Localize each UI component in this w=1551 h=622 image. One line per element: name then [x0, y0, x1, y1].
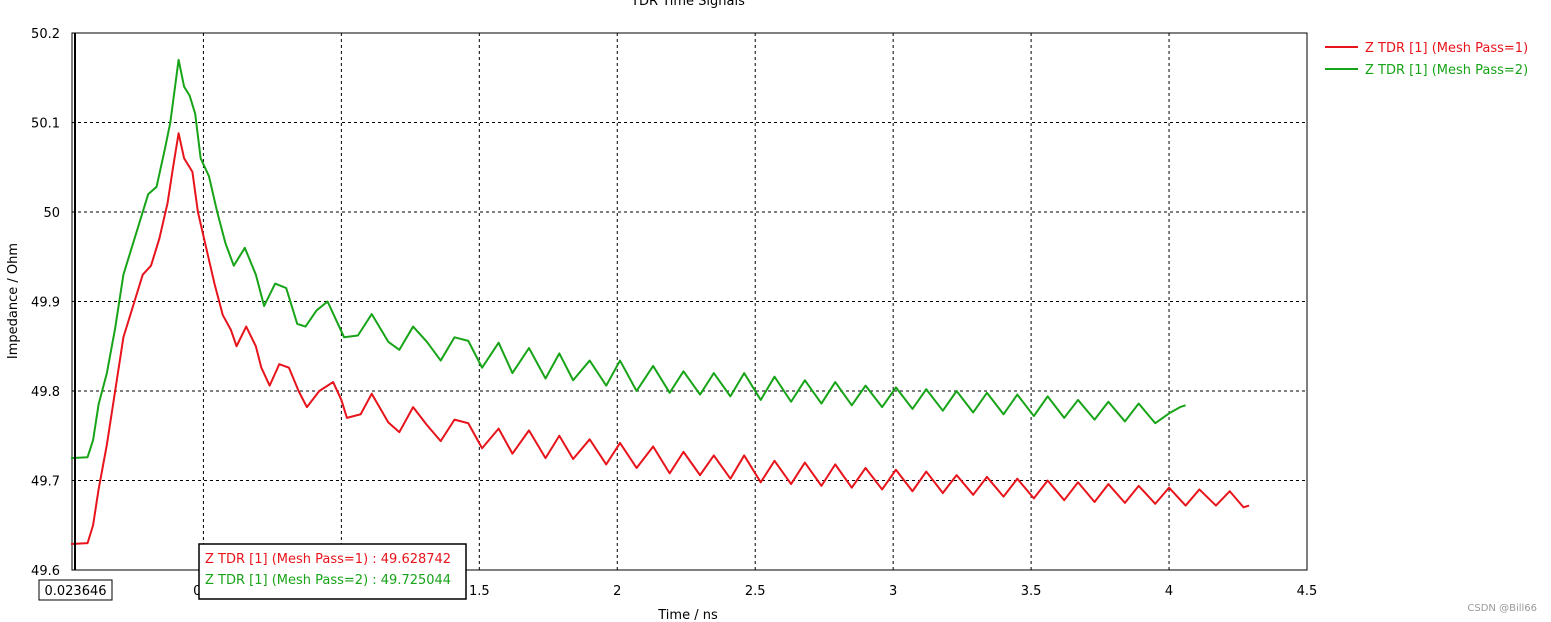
- series-layer: [70, 58, 1250, 546]
- series-line-pass2: [70, 58, 1186, 460]
- legend-label: Z TDR [1] (Mesh Pass=1): [1365, 41, 1528, 56]
- y-axis-ticks: 49.6 49.7 49.8 49.9 50 50.1 50.2: [31, 27, 60, 579]
- y-tick-label: 50.2: [31, 27, 60, 42]
- legend-label: Z TDR [1] (Mesh Pass=2): [1365, 63, 1528, 78]
- marker-readout-box: [38, 579, 113, 601]
- y-tick-label: 50: [43, 206, 60, 221]
- x-tick-label: 2.5: [745, 584, 766, 599]
- plot-frame: [71, 32, 1308, 571]
- value-tooltip: Z TDR [1] (Mesh Pass=1) : 49.628742 Z TD…: [198, 543, 467, 600]
- watermark: CSDN @Bill66: [1467, 603, 1537, 614]
- chart-title: TDR Time Signals: [630, 0, 745, 9]
- marker-readout-value: 0.023646: [44, 584, 106, 599]
- x-tick-label: 1.5: [469, 584, 490, 599]
- tooltip-box: [198, 543, 467, 600]
- tooltip-line-pass2: Z TDR [1] (Mesh Pass=2) : 49.725044: [205, 573, 451, 588]
- x-tick-label: 4: [1165, 584, 1173, 599]
- legend: Z TDR [1] (Mesh Pass=1) Z TDR [1] (Mesh P…: [1325, 41, 1528, 78]
- x-tick-label: 3.5: [1021, 584, 1042, 599]
- time-marker-readout[interactable]: 0.023646: [38, 579, 113, 601]
- series-line-pass1: [70, 132, 1250, 546]
- x-tick-label: 2: [613, 584, 621, 599]
- tooltip-line-pass1: Z TDR [1] (Mesh Pass=1) : 49.628742: [205, 552, 451, 567]
- y-tick-label: 49.8: [31, 385, 60, 400]
- grid-lines: [72, 32, 1308, 571]
- y-tick-label: 49.9: [31, 296, 60, 311]
- y-tick-label: 49.7: [31, 475, 60, 490]
- x-tick-label: 3: [889, 584, 897, 599]
- x-axis-label: Time / ns: [657, 608, 718, 622]
- y-tick-label: 50.1: [31, 117, 60, 132]
- y-tick-label: 49.6: [31, 564, 60, 579]
- y-axis-label: Impedance / Ohm: [6, 243, 21, 359]
- x-tick-label: 4.5: [1297, 584, 1318, 599]
